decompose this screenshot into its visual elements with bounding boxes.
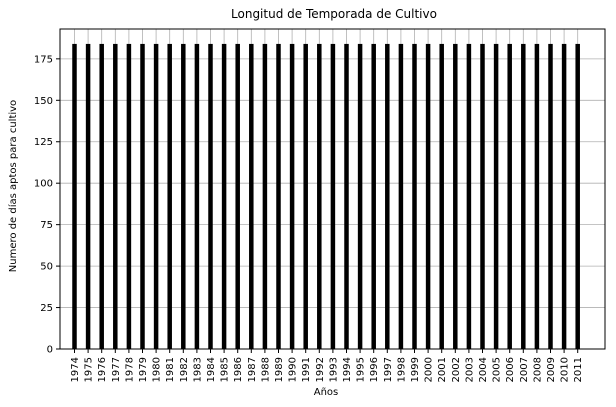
x-tick-label: 1994	[342, 357, 353, 382]
bar-1995	[357, 43, 363, 350]
x-tick-label: 1998	[396, 357, 407, 382]
y-axis-ticks: 0 25 50 75 100 125 150 175	[34, 54, 60, 356]
chart-title: Longitud de Temporada de Cultivo	[231, 7, 437, 21]
x-tick-label: 1999	[410, 357, 421, 382]
bar-1982	[181, 43, 186, 350]
bars	[72, 43, 580, 350]
x-tick-label: 1981	[165, 357, 176, 382]
bar-1990	[289, 43, 295, 350]
bar-1976	[99, 43, 104, 350]
x-tick-label: 1984	[206, 357, 217, 382]
x-tick-label: 1992	[315, 357, 326, 382]
bar-1978	[126, 43, 132, 350]
y-tick-label: 50	[40, 262, 53, 273]
bar-1981	[167, 43, 172, 350]
y-tick-label: 125	[34, 137, 53, 148]
x-tick-label: 2005	[492, 357, 503, 382]
plot-frame	[59, 28, 606, 350]
bar-1975	[85, 43, 91, 350]
y-tick-label: 25	[40, 303, 53, 314]
x-tick-label: 1991	[301, 357, 312, 382]
x-tick-label: 2004	[478, 357, 489, 382]
bar-2010	[561, 43, 567, 350]
bar-1999	[412, 43, 417, 350]
bar-1987	[249, 43, 254, 350]
bar-1998	[398, 43, 404, 350]
bar-2011	[575, 43, 580, 350]
x-tick-label: 2006	[505, 357, 516, 382]
bar-2001	[439, 43, 444, 350]
x-tick-label: 1997	[383, 357, 394, 382]
y-tick-label: 175	[34, 54, 53, 65]
bar-2007	[521, 43, 526, 350]
bar-1988	[262, 43, 268, 350]
bar-1983	[194, 43, 200, 350]
bar-1977	[113, 43, 118, 350]
bar-1986	[235, 43, 240, 350]
x-tick-label: 2007	[519, 357, 530, 382]
x-tick-label: 1979	[138, 357, 149, 382]
x-tick-label: 1989	[274, 357, 285, 382]
x-tick-label: 1982	[179, 357, 190, 382]
x-tick-label: 1985	[220, 357, 231, 382]
x-tick-label: 1977	[111, 357, 122, 382]
y-axis-label: Numero de días aptos para cultivo	[7, 100, 19, 272]
x-axis-label: Años	[314, 387, 339, 398]
x-tick-label: 1975	[84, 357, 95, 382]
bar-1993	[330, 43, 336, 350]
y-tick-label: 150	[34, 96, 53, 107]
x-tick-label: 1993	[328, 357, 339, 382]
x-tick-label: 1978	[124, 357, 135, 382]
bar-1985	[221, 43, 227, 350]
y-tick-label: 100	[34, 179, 53, 190]
x-tick-label: 1995	[356, 357, 367, 382]
x-tick-label: 1980	[152, 357, 163, 382]
x-tick-label: 1983	[192, 357, 203, 382]
bar-1974	[72, 43, 77, 350]
x-tick-label: 2011	[573, 357, 584, 382]
bar-2009	[548, 43, 553, 350]
bar-2003	[466, 43, 472, 350]
x-tick-label: 2001	[437, 357, 448, 382]
bar-2008	[534, 43, 540, 350]
x-tick-label: 1988	[260, 357, 271, 382]
x-tick-label: 2002	[451, 357, 462, 382]
bar-2006	[507, 43, 512, 350]
bar-1996	[371, 43, 376, 350]
x-tick-label: 1986	[233, 357, 244, 382]
y-tick-label: 0	[47, 345, 53, 356]
x-tick-label: 2000	[424, 357, 435, 382]
bar-1997	[385, 43, 390, 350]
x-tick-label: 1990	[288, 357, 299, 382]
x-tick-label: 2008	[532, 357, 543, 382]
x-tick-label: 2009	[546, 357, 557, 382]
bar-1992	[317, 43, 322, 350]
x-tick-label: 2010	[560, 357, 571, 382]
bar-1980	[153, 43, 159, 350]
bar-1991	[303, 43, 308, 350]
x-tick-label: 1976	[97, 357, 108, 382]
bar-2002	[453, 43, 458, 350]
x-tick-label: 1996	[369, 357, 380, 382]
bar-1989	[276, 43, 281, 350]
bar-2005	[493, 43, 499, 350]
x-tick-label: 1987	[247, 357, 258, 382]
x-tick-label: 1974	[70, 357, 81, 382]
bar-1994	[344, 43, 349, 350]
bar-1979	[140, 43, 145, 350]
bar-1984	[208, 43, 213, 350]
x-axis-ticks: 1974 1975 1976 1977 1978 1979 1980 1981 1982 1983…	[70, 349, 584, 382]
x-tick-label: 2003	[464, 357, 475, 382]
bar-2000	[425, 43, 431, 350]
bar-2004	[480, 43, 485, 350]
y-tick-label: 75	[40, 220, 53, 231]
